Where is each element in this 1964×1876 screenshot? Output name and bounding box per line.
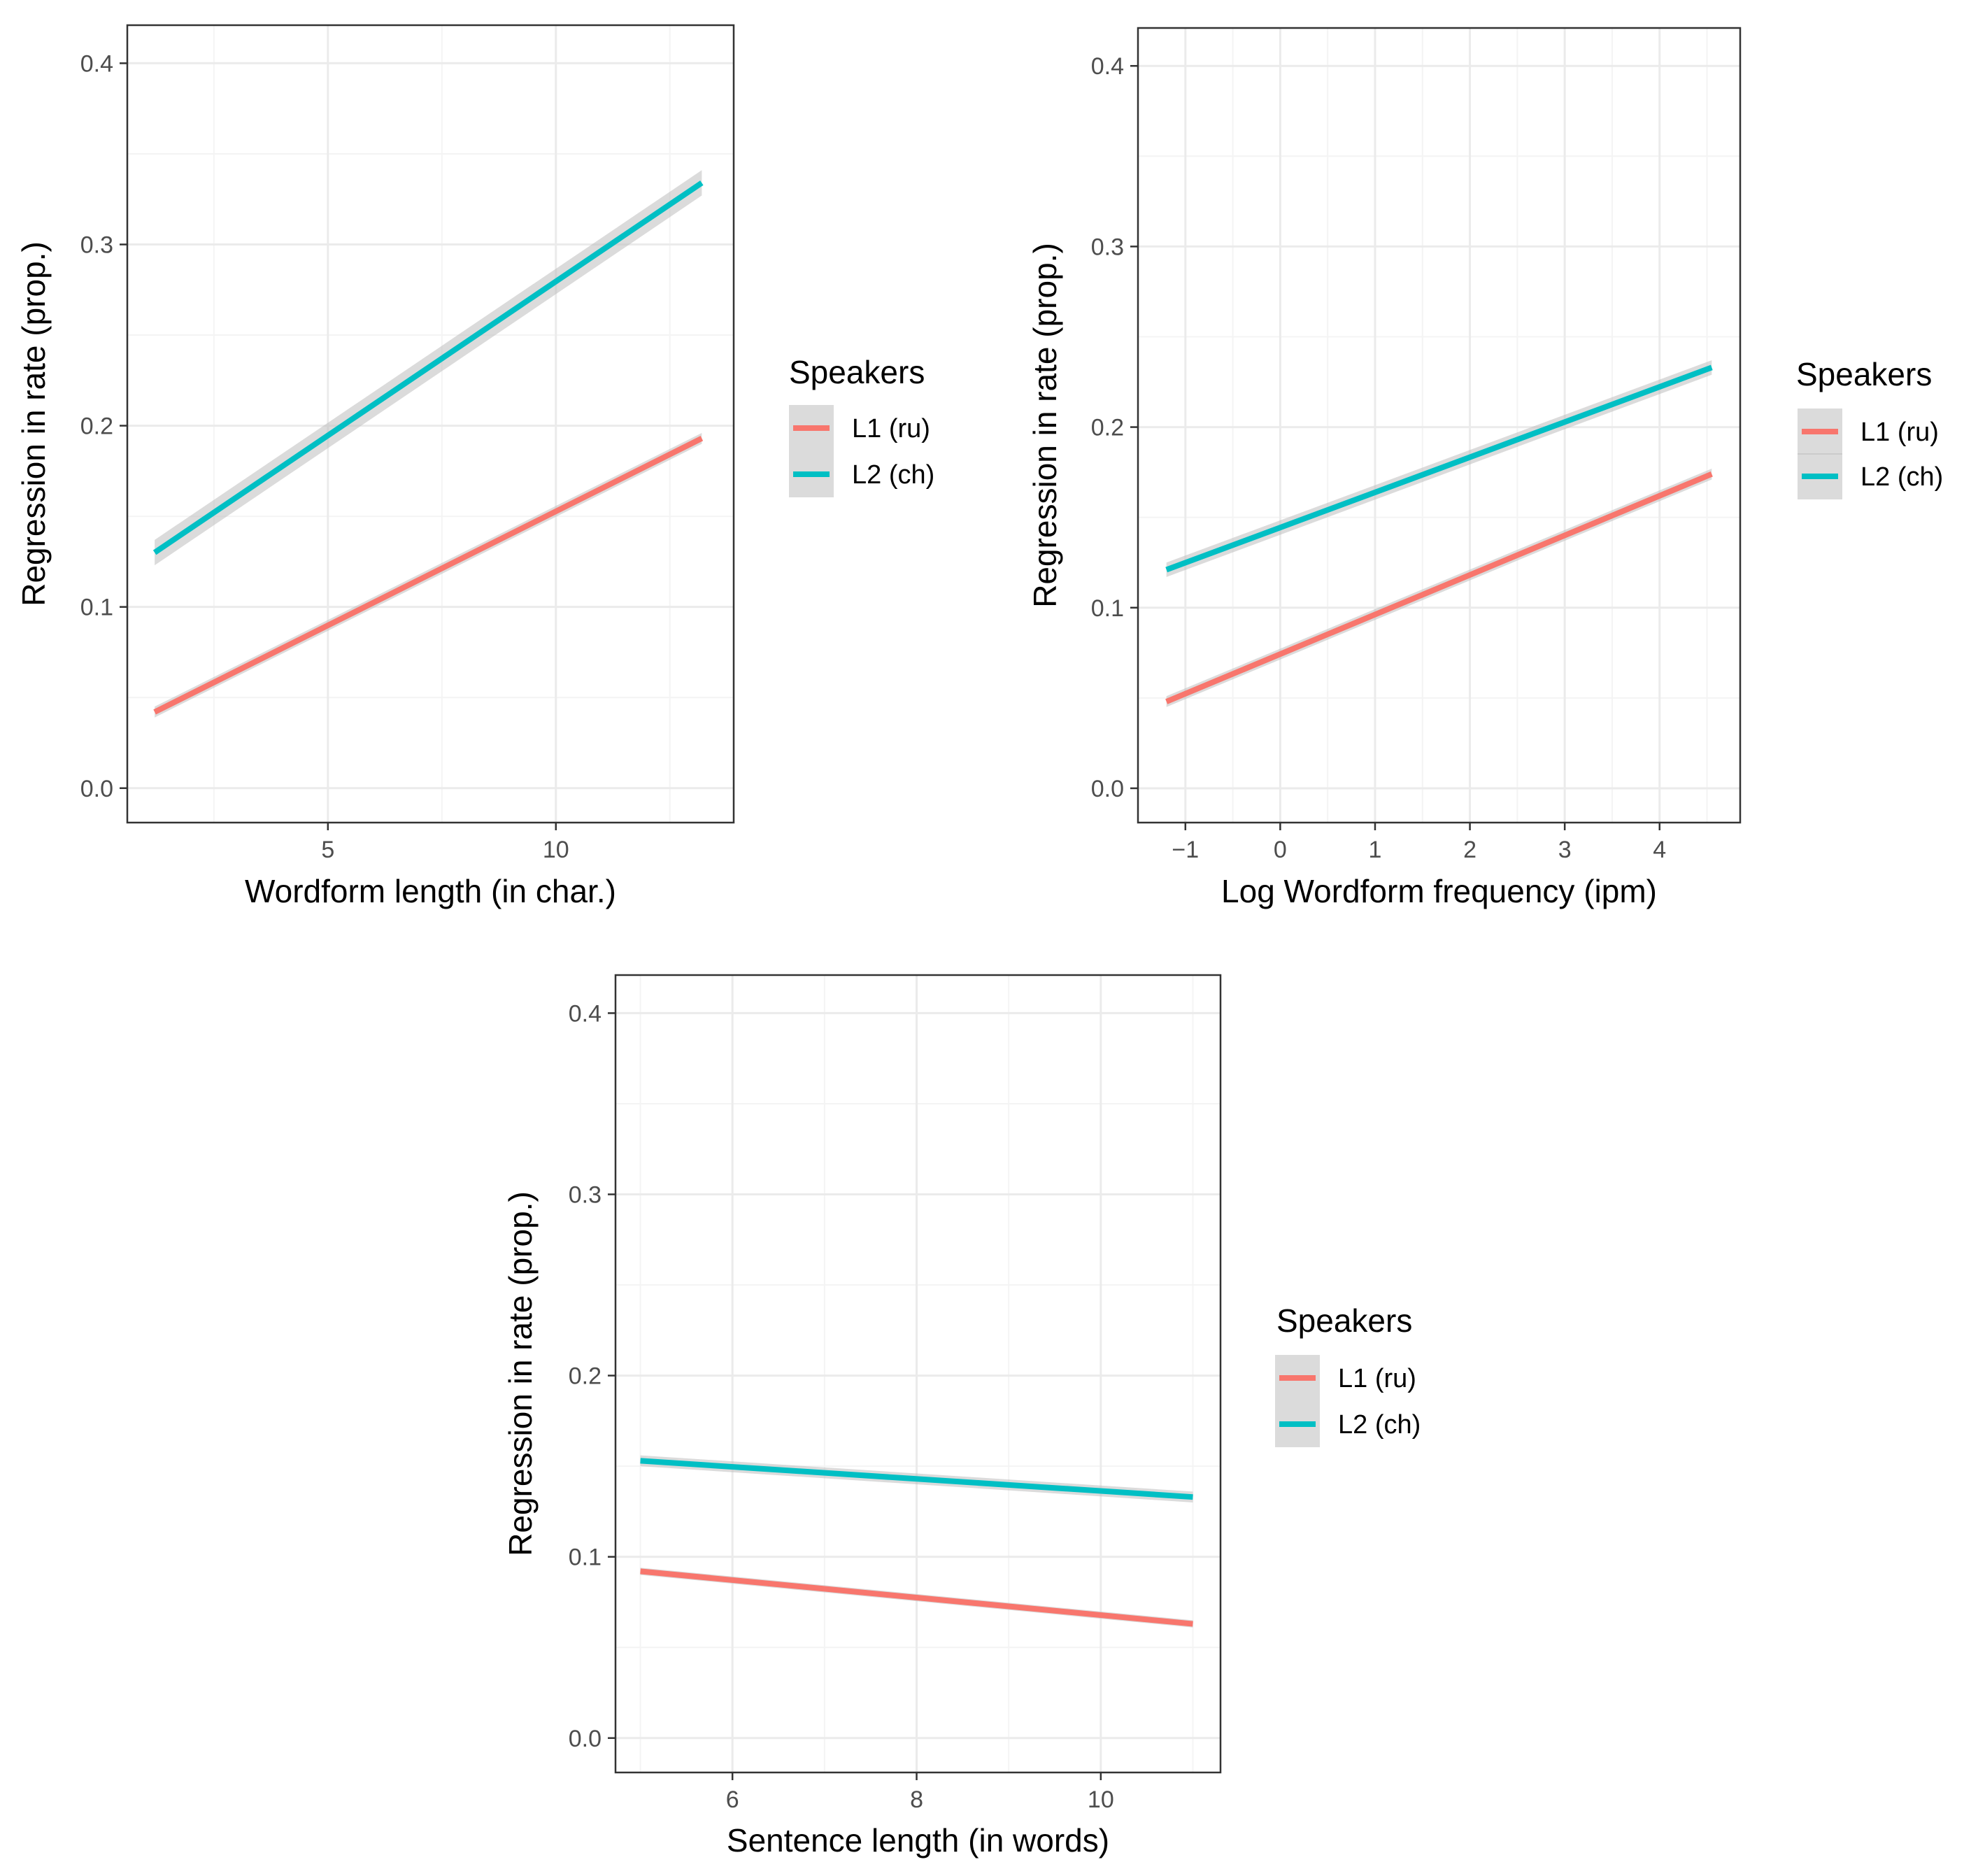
- y-tick-label: 0.3: [569, 1182, 602, 1209]
- y-tick-label: 0.3: [1091, 234, 1124, 260]
- y-tick-label: 0.1: [80, 595, 113, 621]
- panel-background: [127, 25, 734, 823]
- y-tick-label: 0.4: [569, 1000, 602, 1027]
- y-tick-label: 0.0: [1091, 776, 1124, 802]
- x-tick-label: −1: [1172, 837, 1199, 863]
- y-tick-label: 0.2: [80, 413, 113, 440]
- chart-panel-3: 0.0 0.1 0.2 0.3 0.4 6 8 10 Sentence length (in w…: [502, 974, 1421, 1859]
- y-axis-title: Regression in rate (prop.): [1027, 243, 1063, 608]
- legend-title: Speakers: [1796, 356, 1932, 392]
- x-tick-label: 4: [1653, 837, 1666, 863]
- legend: Speakers L1 (ru) L2 (ch): [1796, 356, 1943, 499]
- x-tick-label: 8: [910, 1786, 923, 1813]
- panel-border: [126, 24, 735, 824]
- x-tick-label: 10: [543, 837, 569, 863]
- y-axis-title: Regression in rate (prop.): [15, 241, 52, 606]
- y-tick-label: 0.3: [80, 232, 113, 259]
- x-axis-title: Log Wordform frequency (ipm): [1221, 873, 1657, 909]
- y-tick-label: 0.2: [1091, 415, 1124, 441]
- x-tick-label: 3: [1558, 837, 1572, 863]
- panel-border: [614, 974, 1222, 1774]
- legend-title: Speakers: [1276, 1302, 1412, 1339]
- chart-panel-2: 0.0 0.1 0.2 0.3 0.4 −1 0 1 2 3 4 Log Wordform frequ…: [1027, 27, 1943, 909]
- series-line-1: [153, 436, 704, 715]
- x-axis-title: Sentence length (in words): [727, 1822, 1109, 1859]
- legend-label: L1 (ru): [1860, 418, 1939, 447]
- y-tick-label: 0.4: [1091, 53, 1124, 80]
- series-line-2: [152, 180, 704, 555]
- y-tick-label: 0.4: [80, 50, 113, 77]
- legend: Speakers L1 (ru) L2 (ch): [1275, 1302, 1421, 1447]
- y-tick-label: 0.1: [569, 1544, 602, 1571]
- y-tick-label: 0.0: [569, 1726, 602, 1752]
- legend-label: L2 (ch): [1860, 462, 1943, 492]
- series-line-2: [640, 1458, 1193, 1500]
- x-axis-title: Wordform length (in char.): [245, 873, 616, 909]
- x-tick-label: 2: [1463, 837, 1476, 863]
- legend-item-1: L1 (ru): [1275, 1355, 1416, 1401]
- legend-title: Speakers: [789, 354, 925, 390]
- legend-label: L2 (ch): [1338, 1410, 1421, 1440]
- panel-border: [1137, 27, 1742, 824]
- x-tick-label: 10: [1088, 1786, 1114, 1813]
- y-tick-label: 0.1: [1091, 595, 1124, 622]
- series-line-1: [640, 1568, 1193, 1627]
- y-axis-title: Regression in rate (prop.): [502, 1191, 539, 1556]
- x-tick-label: 1: [1369, 837, 1382, 863]
- x-tick-label: 0: [1274, 837, 1287, 863]
- panel-background: [615, 975, 1221, 1772]
- y-tick-label: 0.0: [80, 776, 113, 802]
- series-line-2: [1165, 364, 1713, 573]
- legend-item-1: L1 (ru): [789, 405, 930, 451]
- legend-item-2: L2 (ch): [1798, 453, 1943, 499]
- legend: Speakers L1 (ru) L2 (ch): [789, 354, 934, 497]
- legend-item-2: L2 (ch): [789, 451, 934, 497]
- x-tick-label: 5: [321, 837, 334, 863]
- legend-label: L1 (ru): [852, 414, 930, 443]
- series-line-1: [1165, 471, 1713, 704]
- chart-panel-1: 0.0 0.1 0.2 0.3 0.4 5 10 Wordform length (in ch…: [15, 24, 934, 909]
- panel-background: [1138, 28, 1740, 823]
- x-tick-label: 6: [726, 1786, 739, 1813]
- legend-label: L2 (ch): [852, 460, 934, 490]
- legend-label: L1 (ru): [1338, 1364, 1416, 1393]
- y-tick-label: 0.2: [569, 1363, 602, 1390]
- legend-item-1: L1 (ru): [1798, 408, 1939, 455]
- legend-item-2: L2 (ch): [1275, 1401, 1421, 1447]
